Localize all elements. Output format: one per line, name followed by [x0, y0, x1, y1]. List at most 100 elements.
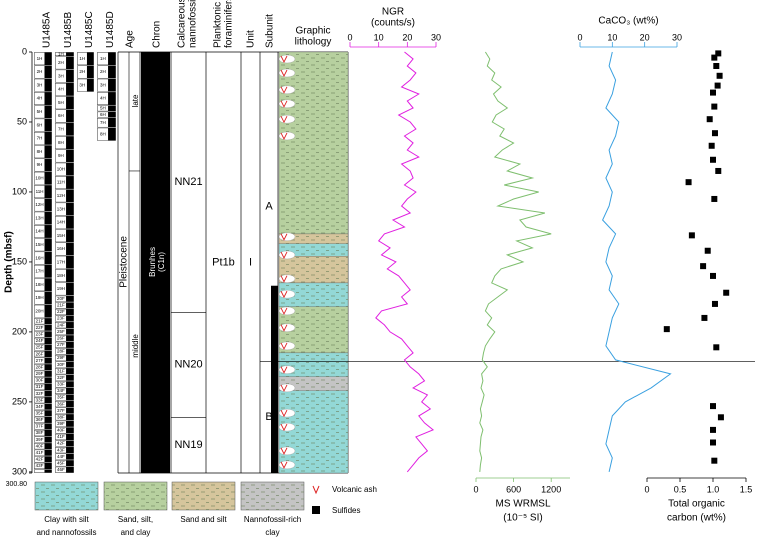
core-label-box	[97, 105, 109, 111]
data-point	[710, 439, 716, 446]
data-point	[723, 289, 730, 296]
core-label: 12H	[57, 193, 65, 198]
core-label: 21F	[36, 318, 44, 323]
data-point	[717, 414, 724, 421]
core-label-box	[34, 331, 45, 338]
zone-label: B	[265, 411, 272, 423]
x-tick-label: 1200	[541, 484, 561, 494]
core-label-box	[55, 348, 67, 355]
lithology-texture	[279, 282, 348, 307]
core-label-box	[55, 335, 67, 341]
core-label-box	[55, 136, 67, 149]
core-label-box	[34, 92, 45, 105]
core-label: 22F	[36, 325, 44, 330]
core-label: 30F	[36, 378, 44, 383]
core-label-box	[34, 357, 45, 364]
core-label: 10H	[57, 166, 65, 171]
lithology-texture	[279, 390, 348, 473]
core-label: 3H	[100, 82, 106, 87]
core-label: 23F	[36, 332, 44, 337]
core-label: 32F	[57, 375, 65, 380]
core-label: 18H	[35, 282, 43, 287]
legend-label: Sand, silt,	[118, 515, 153, 524]
core-label: 28F	[57, 349, 65, 354]
core-label: 18H	[57, 273, 65, 278]
core-label-box	[55, 467, 67, 473]
core-label: 17H	[57, 259, 65, 264]
core-label: 3H	[79, 82, 85, 87]
depth-tick-label: 300.80	[6, 481, 28, 488]
core-label-box	[55, 355, 67, 361]
core-label: 1H	[37, 56, 43, 61]
ash-marker	[280, 132, 288, 140]
core-label: 6H	[100, 112, 106, 117]
ash-marker	[280, 307, 288, 315]
x-tick-label: 10	[374, 32, 384, 42]
core-label-box	[34, 384, 45, 390]
core-label-box	[55, 149, 67, 162]
sulfide-legend-symbol	[312, 506, 320, 514]
chron-label: Brunhes	[148, 247, 157, 277]
legend-label: Nannofossil-rich	[244, 515, 301, 524]
data-point	[711, 300, 718, 307]
core-label: 35F	[57, 395, 65, 400]
core-label-box	[34, 436, 45, 443]
core-label: 41F	[36, 450, 44, 455]
core-label: 26F	[36, 351, 44, 356]
core-label: 11H	[57, 180, 65, 185]
data-point	[701, 314, 708, 321]
legend-label: Sand and silt	[180, 515, 227, 524]
data-point	[711, 103, 718, 110]
core-label: 36F	[36, 417, 44, 422]
core-label-box	[55, 342, 67, 348]
core-label: 15H	[57, 233, 65, 238]
core-label-box	[34, 238, 45, 251]
core-label-box	[97, 52, 109, 65]
foram-header: foraminifers	[224, 0, 235, 48]
core-label-box	[77, 65, 87, 78]
data-point	[685, 179, 692, 186]
core-label-box	[34, 417, 45, 423]
core-label: 8H	[37, 149, 43, 154]
core-label: 7H	[100, 120, 106, 125]
core-label-box	[34, 344, 45, 351]
core-label-box	[34, 443, 45, 449]
data-point	[715, 50, 722, 57]
core-label: 3H	[58, 73, 64, 78]
core-label-box	[34, 351, 45, 357]
chart-title: Total organic	[668, 499, 725, 510]
legend-texture	[104, 482, 167, 510]
legend-label: Clay with silt	[44, 515, 89, 524]
core-label-box	[55, 368, 67, 374]
core-label: 5H	[100, 106, 106, 111]
lithology-texture	[279, 376, 348, 391]
depth-tick-label: 150	[12, 256, 27, 266]
core-label: 41F	[57, 434, 65, 439]
ash-marker	[280, 461, 288, 469]
core-label: 3H	[37, 82, 43, 87]
chart-title: (counts/s)	[371, 18, 415, 29]
data-point	[708, 142, 715, 149]
core-label-box	[97, 65, 109, 78]
age-label: middle	[131, 334, 140, 358]
core-label: 20H	[35, 308, 43, 313]
x-tick-label: 20	[402, 32, 412, 42]
core-label-box	[55, 460, 67, 466]
core-label-box	[34, 252, 45, 265]
core-label-box	[34, 338, 45, 344]
core-label-box	[34, 371, 45, 377]
chart-title: MS WRMSL	[496, 499, 551, 510]
chron-label: (C1n)	[157, 252, 166, 272]
core-label: 14H	[57, 220, 65, 225]
zone-label: I	[249, 256, 252, 268]
core-label-box	[34, 265, 45, 278]
core-label: 1H	[100, 56, 106, 61]
x-tick-label: 1.5	[740, 484, 753, 494]
zone-label: A	[265, 201, 273, 213]
core-label: 2H	[37, 69, 43, 74]
data-point	[714, 82, 721, 89]
core-label: 15H	[35, 242, 43, 247]
hole-header: U1485C	[84, 11, 95, 48]
core-label: 43F	[57, 447, 65, 452]
core-label-box	[55, 309, 67, 315]
